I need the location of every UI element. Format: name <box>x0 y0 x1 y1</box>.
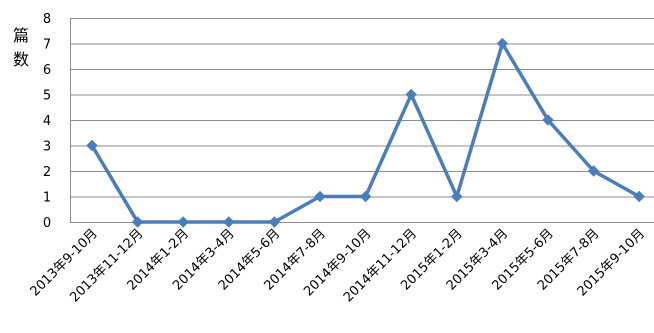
y-tick-label: 4 <box>43 114 51 129</box>
data-point-marker <box>451 190 463 203</box>
y-axis-label: 篇数 <box>13 26 29 69</box>
data-point-marker <box>86 139 98 152</box>
x-tick-labels: 2013年9-10月2013年11-12月2014年1-2月2014年3-4月2… <box>28 226 648 305</box>
y-tick-label: 8 <box>43 12 51 27</box>
data-point-marker <box>223 216 235 228</box>
y-tick-labels: 0 1 2 3 4 5 6 7 8 <box>43 12 51 231</box>
data-point-marker <box>633 190 645 203</box>
data-point-marker <box>496 37 509 50</box>
y-tick-label: 6 <box>43 63 51 78</box>
y-tick-label: 3 <box>43 140 51 155</box>
data-point-marker <box>359 190 372 203</box>
data-point-marker <box>405 88 417 101</box>
data-point-marker <box>177 216 189 228</box>
y-tick-label: 1 <box>43 191 51 206</box>
series-layer <box>86 37 645 228</box>
y-tick-label: 2 <box>43 165 51 180</box>
y-axis-label-char: 数 <box>13 50 29 69</box>
data-point-marker <box>314 190 326 203</box>
y-tick-label: 5 <box>43 89 51 104</box>
y-axis-label-char: 篇 <box>13 26 29 45</box>
y-tick-label: 0 <box>43 216 51 231</box>
gridlines <box>70 18 654 223</box>
y-tick-label: 7 <box>43 38 51 53</box>
data-point-marker <box>268 216 281 228</box>
data-point-marker <box>587 165 600 177</box>
data-point-marker <box>542 114 554 126</box>
data-point-marker <box>131 216 144 228</box>
